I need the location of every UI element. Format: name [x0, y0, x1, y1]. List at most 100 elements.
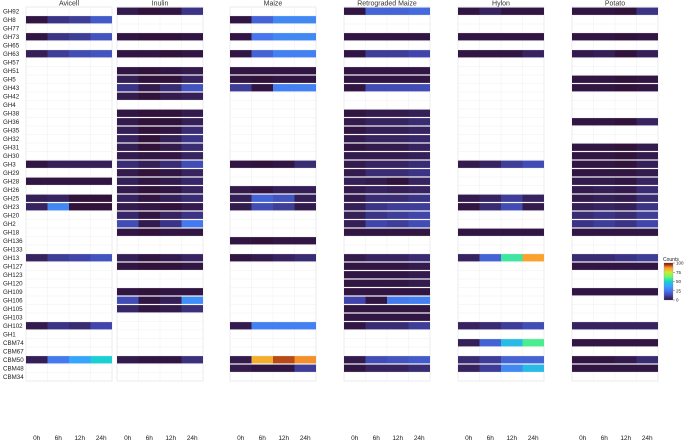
heatmap-cell	[344, 152, 366, 160]
heatmap-cell	[251, 67, 273, 75]
heatmap-cell	[181, 33, 203, 41]
x-tick-label: 12h	[278, 435, 289, 442]
heatmap-cell	[408, 203, 430, 211]
row-label: GH65	[3, 42, 20, 49]
heatmap-cell	[365, 152, 387, 160]
heatmap-cell	[365, 322, 387, 330]
heatmap-cell	[26, 50, 48, 58]
row-label: GH105	[3, 306, 23, 313]
heatmap-cell	[408, 211, 430, 219]
heatmap-cell	[344, 135, 366, 143]
heatmap-cell	[408, 305, 430, 313]
heatmap-cell	[344, 177, 366, 185]
heatmap-cell	[117, 126, 139, 134]
heatmap-cell	[181, 254, 203, 262]
heatmap-cell	[387, 322, 409, 330]
legend-ticks: 100 75 50 25 0	[673, 261, 684, 303]
heatmap-cell	[181, 177, 203, 185]
row-label: CBM34	[3, 374, 24, 381]
heatmap-cell	[138, 305, 160, 313]
heatmap-cell	[138, 356, 160, 364]
heatmap-cell	[522, 7, 544, 15]
row-label: GH73	[3, 34, 20, 41]
grid-layer	[25, 6, 659, 382]
heatmap-cell	[69, 50, 91, 58]
heatmap-cell	[181, 220, 203, 228]
heatmap-cell	[181, 84, 203, 92]
heatmap-cell	[408, 262, 430, 270]
heatmap-cell	[160, 203, 182, 211]
heatmap-cell	[408, 194, 430, 202]
heatmap-cell	[294, 237, 316, 245]
heatmap-cell	[365, 271, 387, 279]
heatmap-cell	[181, 67, 203, 75]
heatmap-cell	[593, 169, 615, 177]
heatmap-cell	[387, 211, 409, 219]
heatmap-cell	[138, 296, 160, 304]
heatmap-cell	[408, 288, 430, 296]
heatmap-cell	[344, 288, 366, 296]
heatmap-cell	[90, 194, 112, 202]
heatmap-cell	[181, 109, 203, 117]
heatmap-cell	[365, 160, 387, 168]
heatmap-cell	[501, 194, 523, 202]
heatmap-cell	[636, 194, 658, 202]
heatmap-cell	[615, 194, 637, 202]
heatmap-cell	[251, 203, 273, 211]
heatmap-cell	[572, 7, 594, 15]
heatmap-cell	[273, 237, 295, 245]
heatmap-cell	[344, 160, 366, 168]
heatmap-cell	[181, 126, 203, 134]
heatmap-cell	[479, 254, 501, 262]
heatmap-cell	[230, 194, 252, 202]
heatmap-cell	[636, 186, 658, 194]
row-label: GH30	[3, 153, 20, 160]
row-label: CBM67	[3, 348, 24, 355]
heatmap-cell	[387, 177, 409, 185]
heatmap-cell	[160, 126, 182, 134]
heatmap-cell	[408, 67, 430, 75]
heatmap-cell	[387, 169, 409, 177]
heatmap-cell	[408, 364, 430, 372]
heatmap-cell	[458, 254, 480, 262]
heatmap-cell	[117, 228, 139, 236]
heatmap-cell	[344, 33, 366, 41]
heatmap-cell	[615, 262, 637, 270]
heatmap-cell	[294, 67, 316, 75]
heatmap-cell	[522, 33, 544, 41]
heatmap-cell	[160, 186, 182, 194]
heatmap-cell	[251, 356, 273, 364]
heatmap-cell	[572, 152, 594, 160]
heatmap-cell	[181, 211, 203, 219]
heatmap-cell	[344, 228, 366, 236]
heatmap-cell	[408, 84, 430, 92]
heatmap-cell	[479, 364, 501, 372]
heatmap-cell	[572, 50, 594, 58]
heatmap-cell	[294, 254, 316, 262]
heatmap-cell	[615, 84, 637, 92]
heatmap-cell	[365, 169, 387, 177]
heatmap-cell	[615, 211, 637, 219]
panel-title-inulin: Inulin	[152, 1, 169, 8]
heatmap-cell	[160, 296, 182, 304]
heatmap-cell	[160, 211, 182, 219]
heatmap-cell	[47, 203, 69, 211]
heatmap-cell	[117, 143, 139, 151]
heatmap-cell	[365, 7, 387, 15]
heatmap-cell	[344, 203, 366, 211]
row-label: GH92	[3, 8, 20, 15]
heatmap-cell	[593, 322, 615, 330]
heatmap-cell	[501, 50, 523, 58]
heatmap-cell	[273, 364, 295, 372]
heatmap-cell	[181, 305, 203, 313]
heatmap-cell	[593, 288, 615, 296]
heatmap-cell	[615, 118, 637, 126]
color-legend: Counts 100 75 50 25 0	[663, 257, 684, 303]
row-label: GH123	[3, 272, 23, 279]
heatmap-cell	[387, 33, 409, 41]
heatmap-cell	[273, 84, 295, 92]
heatmap-cell	[181, 203, 203, 211]
heatmap-cell	[365, 203, 387, 211]
heatmap-cell	[501, 33, 523, 41]
heatmap-cell	[387, 254, 409, 262]
